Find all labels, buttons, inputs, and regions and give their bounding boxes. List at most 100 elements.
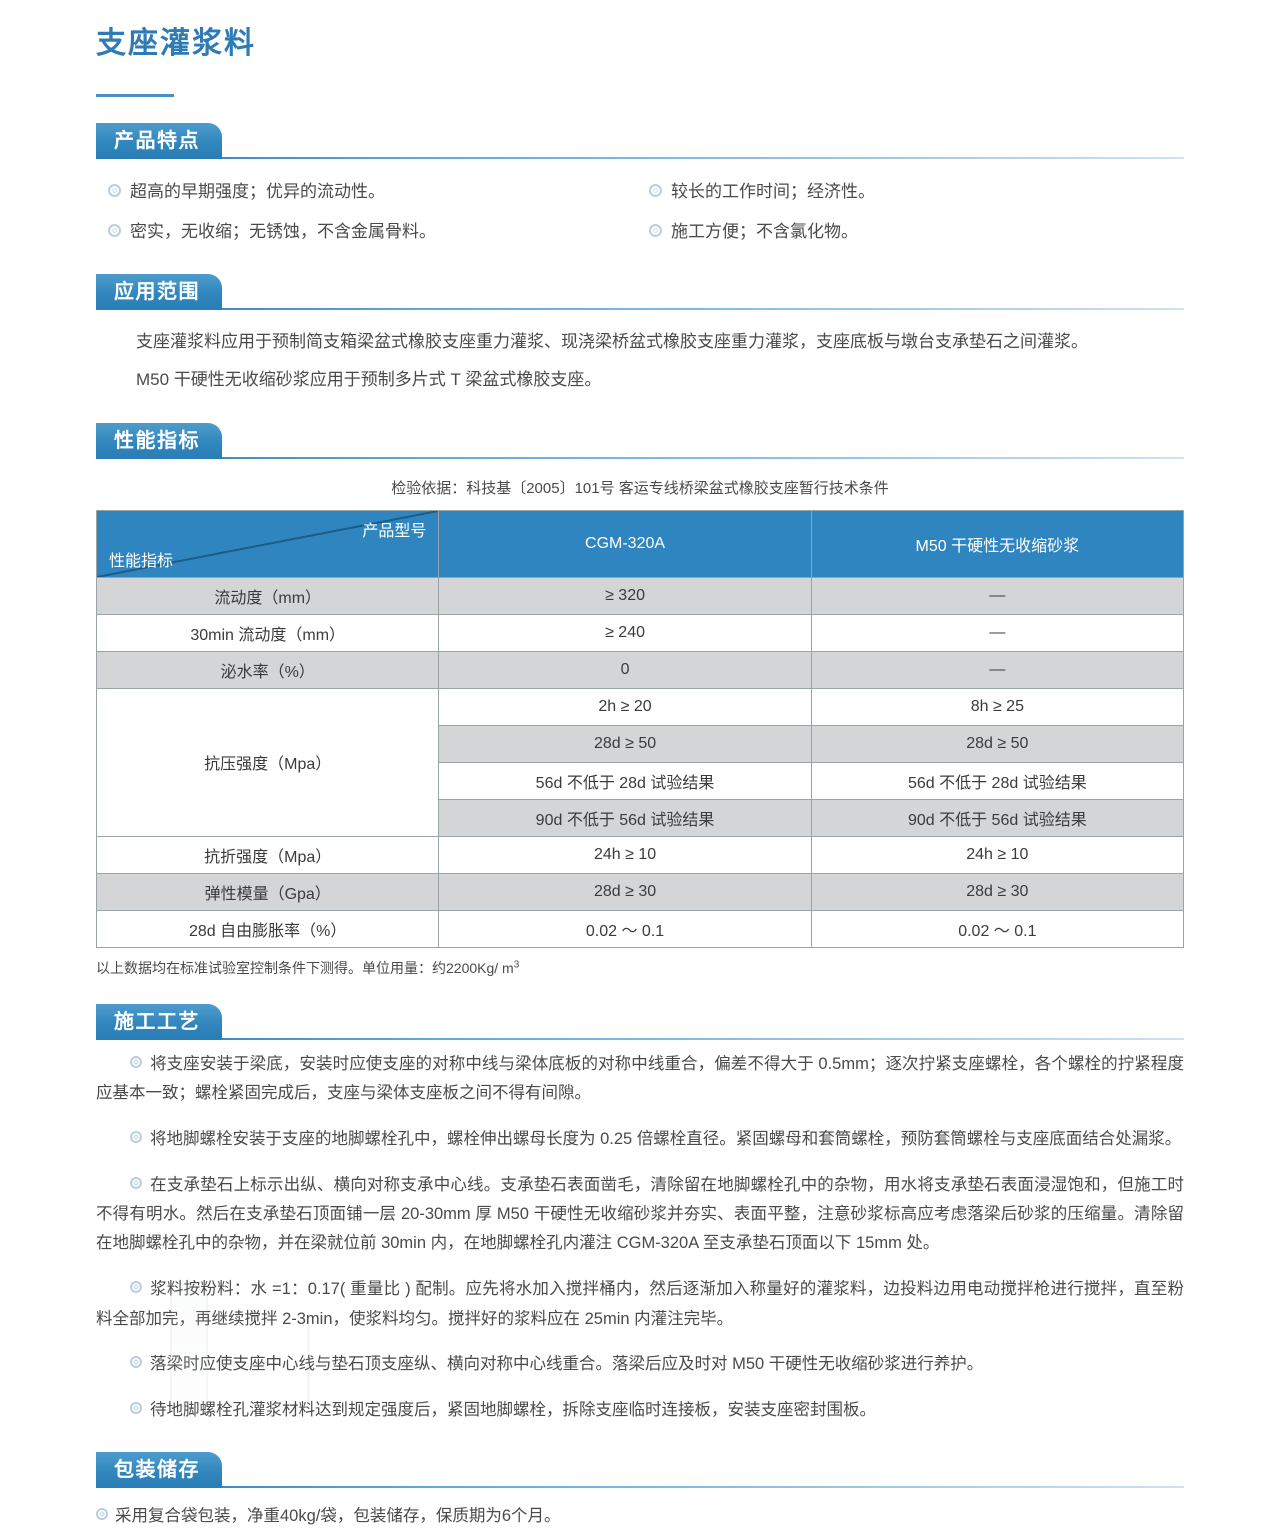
- list-item: 密实，无收缩；无锈蚀，不含金属骨料。: [108, 219, 631, 245]
- row-label-compressive-strength: 抗压强度（Mpa）: [95, 687, 440, 837]
- row-label: 28d 自由膨胀率（%）: [95, 909, 440, 948]
- list-item: 超高的早期强度；优异的流动性。: [108, 179, 631, 205]
- table-footnote-text: 以上数据均在标准试验室控制条件下测得。单位用量：约2200Kg/ m: [96, 959, 514, 976]
- double-circle-bullet-icon: [130, 1130, 142, 1143]
- list-item-label: 落梁时应使支座中心线与垫石顶支座纵、横向对称中心线重合。落梁后应及时对 M50 …: [150, 1355, 984, 1374]
- double-circle-bullet-icon: [130, 1402, 142, 1415]
- table-row: 弹性模量（Gpa） 28d ≥ 30 28d ≥ 30: [95, 872, 1185, 911]
- features-column-left: 超高的早期强度；优异的流动性。 密实，无收缩；无锈蚀，不含金属骨料。: [108, 165, 631, 244]
- double-circle-bullet-icon: [108, 223, 121, 237]
- list-item-label: 采用复合袋包装，净重40kg/袋，包装储存，保质期为6个月。: [115, 1506, 561, 1525]
- section-scope: 应用范围 支座灌浆料应用于预制简支箱梁盆式橡胶支座重力灌浆、现浇梁桥盆式橡胶支座…: [96, 274, 1184, 397]
- table-column-header-m50: M50 干硬性无收缩砂浆: [810, 509, 1185, 578]
- table-corner-cell: 产品型号 性能指标: [95, 509, 440, 578]
- row-value-cgm: ≥ 240: [438, 613, 812, 652]
- list-item-label: 较长的工作时间；经济性。: [671, 182, 875, 201]
- list-item: 将地脚螺栓安装于支座的地脚螺栓孔中，螺栓伸出螺母长度为 0.25 倍螺栓直径。紧…: [96, 1125, 1184, 1154]
- table-row: 抗折强度（Mpa） 24h ≥ 10 24h ≥ 10: [95, 835, 1185, 874]
- table-row: 抗压强度（Mpa） 2h ≥ 20 8h ≥ 25: [95, 687, 1185, 837]
- double-circle-bullet-icon: [130, 1281, 142, 1294]
- section-header-scope: 应用范围: [96, 274, 1184, 310]
- list-item-label: 浆料按粉料：水 =1：0.17( 重量比 ) 配制。应先将水加入搅拌桶内，然后逐…: [96, 1280, 1184, 1328]
- row-value-m50: —: [810, 613, 1185, 652]
- table-footnote: 以上数据均在标准试验室控制条件下测得。单位用量：约2200Kg/ m3: [96, 958, 1184, 978]
- corner-label-performance-index: 性能指标: [109, 552, 174, 570]
- row-value-m50: 56d 不低于 28d 试验结果: [810, 761, 1185, 800]
- scope-paragraph-2: M50 干硬性无收缩砂浆应用于预制多片式 T 梁盆式橡胶支座。: [136, 370, 602, 390]
- table-header-row: 产品型号 性能指标 CGM-320A M50 干硬性无收缩砂浆: [95, 509, 1185, 578]
- section-divider: [96, 1037, 1184, 1040]
- row-value-cgm: 2h ≥ 20: [438, 687, 812, 726]
- section-tab-scope: 应用范围: [96, 274, 222, 310]
- list-item-label: 在支承垫石上标示出纵、横向对称支承中心线。支承垫石表面凿毛，清除留在地脚螺栓孔中…: [96, 1175, 1184, 1253]
- table-row: 28d 自由膨胀率（%） 0.02 ～ 0.1 0.02 ～ 0.1: [95, 909, 1185, 948]
- scope-paragraph-1: 支座灌浆料应用于预制简支箱梁盆式橡胶支座重力灌浆、现浇梁桥盆式橡胶支座重力灌浆，…: [136, 332, 1088, 351]
- double-circle-bullet-icon: [130, 1176, 142, 1189]
- row-value-cgm: 0.02 ～ 0.1: [438, 909, 812, 948]
- row-value-cgm: ≥ 320: [438, 576, 812, 615]
- diagonal-divider: [97, 511, 438, 577]
- section-tab-performance: 性能指标: [96, 422, 222, 459]
- row-value-m50: 0.02 ～ 0.1: [810, 909, 1185, 948]
- list-item-label: 密实，无收缩；无锈蚀，不含金属骨料。: [130, 221, 436, 241]
- row-value-cgm: 0: [438, 650, 812, 689]
- list-item-label: 将支座安装于梁底，安装时应使支座的对称中线与梁体底板的对称中线重合，偏差不得大于…: [96, 1054, 1184, 1102]
- row-label: 弹性模量（Gpa）: [95, 872, 440, 911]
- list-item: 浆料按粉料：水 =1：0.17( 重量比 ) 配制。应先将水加入搅拌桶内，然后逐…: [96, 1275, 1184, 1334]
- list-item: 落梁时应使支座中心线与垫石顶支座纵、横向对称中心线重合。落梁后应及时对 M50 …: [96, 1350, 1184, 1379]
- row-label: 30min 流动度（mm）: [95, 613, 440, 652]
- double-circle-bullet-icon: [96, 1507, 108, 1520]
- row-value-cgm: 56d 不低于 28d 试验结果: [438, 761, 812, 800]
- row-value-m50: 90d 不低于 56d 试验结果: [810, 798, 1185, 837]
- title-underline: [96, 94, 174, 97]
- section-packaging: 包装储存 采用复合袋包装，净重40kg/袋，包装储存，保质期为6个月。: [96, 1451, 1184, 1530]
- table-column-header-cgm320a: CGM-320A: [438, 509, 812, 578]
- row-value-cgm: 24h ≥ 10: [438, 835, 812, 874]
- section-header-performance: 性能指标: [96, 422, 1184, 459]
- row-value-cgm: 28d ≥ 50: [438, 724, 812, 763]
- section-tab-packaging: 包装储存: [96, 1451, 222, 1488]
- row-value-cgm: 90d 不低于 56d 试验结果: [438, 798, 812, 837]
- list-item: 在支承垫石上标示出纵、横向对称支承中心线。支承垫石表面凿毛，清除留在地脚螺栓孔中…: [96, 1171, 1184, 1259]
- list-item: 待地脚螺栓孔灌浆材料达到规定强度后，紧固地脚螺栓，拆除支座临时连接板，安装支座密…: [96, 1396, 1184, 1425]
- row-value-m50: —: [810, 650, 1185, 689]
- double-circle-bullet-icon: [108, 184, 121, 197]
- section-divider: [96, 308, 1184, 310]
- features-column-right: 较长的工作时间；经济性。 施工方便；不含氯化物。: [631, 165, 1172, 244]
- section-header-features: 产品特点: [96, 123, 1184, 159]
- table-row: 泌水率（%） 0 —: [95, 650, 1185, 689]
- section-performance: 性能指标 检验依据：科技基〔2005〕101号 客运专线桥梁盆式橡胶支座暂行技术…: [95, 422, 1185, 978]
- table-row: 28d ≥ 50 28d ≥ 50: [97, 724, 1185, 763]
- section-features: 产品特点 超高的早期强度；优异的流动性。 密实，无收缩；无锈蚀，不含金属骨料。 …: [96, 123, 1184, 248]
- double-circle-bullet-icon: [130, 1055, 142, 1068]
- row-value-m50: 24h ≥ 10: [810, 835, 1185, 874]
- row-value-cgm: 28d ≥ 30: [438, 872, 812, 911]
- section-process: 施工工艺 将支座安装于梁底，安装时应使支座的对称中线与梁体底板的对称中线重合，偏…: [96, 1003, 1184, 1426]
- double-circle-bullet-icon: [649, 223, 662, 237]
- section-divider: [96, 157, 1184, 159]
- row-value-m50: 28d ≥ 30: [810, 872, 1185, 911]
- row-value-m50: 28d ≥ 50: [810, 724, 1185, 763]
- list-item-label: 待地脚螺栓孔灌浆材料达到规定强度后，紧固地脚螺栓，拆除支座临时连接板，安装支座密…: [150, 1401, 876, 1420]
- row-label: 流动度（mm）: [95, 576, 440, 615]
- row-value-m50: 8h ≥ 25: [810, 687, 1185, 726]
- list-item: 施工方便；不含氯化物。: [649, 219, 1172, 245]
- section-header-packaging: 包装储存: [96, 1451, 1184, 1488]
- section-tab-features: 产品特点: [96, 123, 222, 159]
- section-divider: [96, 456, 1184, 459]
- list-item-label: 超高的早期强度；优异的流动性。: [130, 182, 385, 201]
- inspection-basis-text: 检验依据：科技基〔2005〕101号 客运专线桥梁盆式橡胶支座暂行技术条件: [391, 479, 889, 497]
- list-item: 将支座安装于梁底，安装时应使支座的对称中线与梁体底板的对称中线重合，偏差不得大于…: [96, 1050, 1184, 1109]
- section-divider: [96, 1485, 1184, 1488]
- performance-table: 产品型号 性能指标 CGM-320A M50 干硬性无收缩砂浆 流动度（mm） …: [95, 509, 1185, 948]
- list-item: 采用复合袋包装，净重40kg/袋，包装储存，保质期为6个月。: [96, 1502, 1184, 1530]
- page-title: 支座灌浆料: [96, 27, 256, 60]
- table-row: 30min 流动度（mm） ≥ 240 —: [95, 613, 1185, 652]
- product-datasheet-page: 支座灌浆料 产品特点 超高的早期强度；优异的流动性。 密实，无收缩；无锈蚀，不含…: [95, 27, 1185, 1525]
- row-value-m50: —: [810, 576, 1185, 615]
- double-circle-bullet-icon: [130, 1356, 142, 1369]
- list-item-label: 施工方便；不含氯化物。: [671, 221, 858, 241]
- row-label: 泌水率（%）: [95, 650, 440, 689]
- list-item-label: 将地脚螺栓安装于支座的地脚螺栓孔中，螺栓伸出螺母长度为 0.25 倍螺栓直径。紧…: [150, 1129, 1182, 1148]
- corner-label-product-model: 产品型号: [362, 522, 427, 540]
